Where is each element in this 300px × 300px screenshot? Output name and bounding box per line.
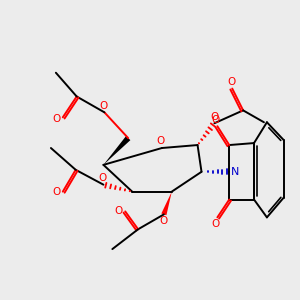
Text: O: O — [160, 216, 168, 226]
Text: O: O — [227, 77, 236, 87]
Text: O: O — [100, 101, 108, 111]
Polygon shape — [103, 136, 130, 165]
Text: O: O — [52, 187, 60, 196]
Text: O: O — [212, 219, 220, 229]
Text: O: O — [211, 112, 219, 122]
Polygon shape — [161, 192, 172, 215]
Text: O: O — [156, 136, 164, 146]
Text: O: O — [115, 206, 123, 216]
Text: O: O — [99, 173, 107, 183]
Text: O: O — [52, 114, 60, 124]
Text: N: N — [230, 167, 239, 177]
Text: O: O — [212, 115, 220, 125]
